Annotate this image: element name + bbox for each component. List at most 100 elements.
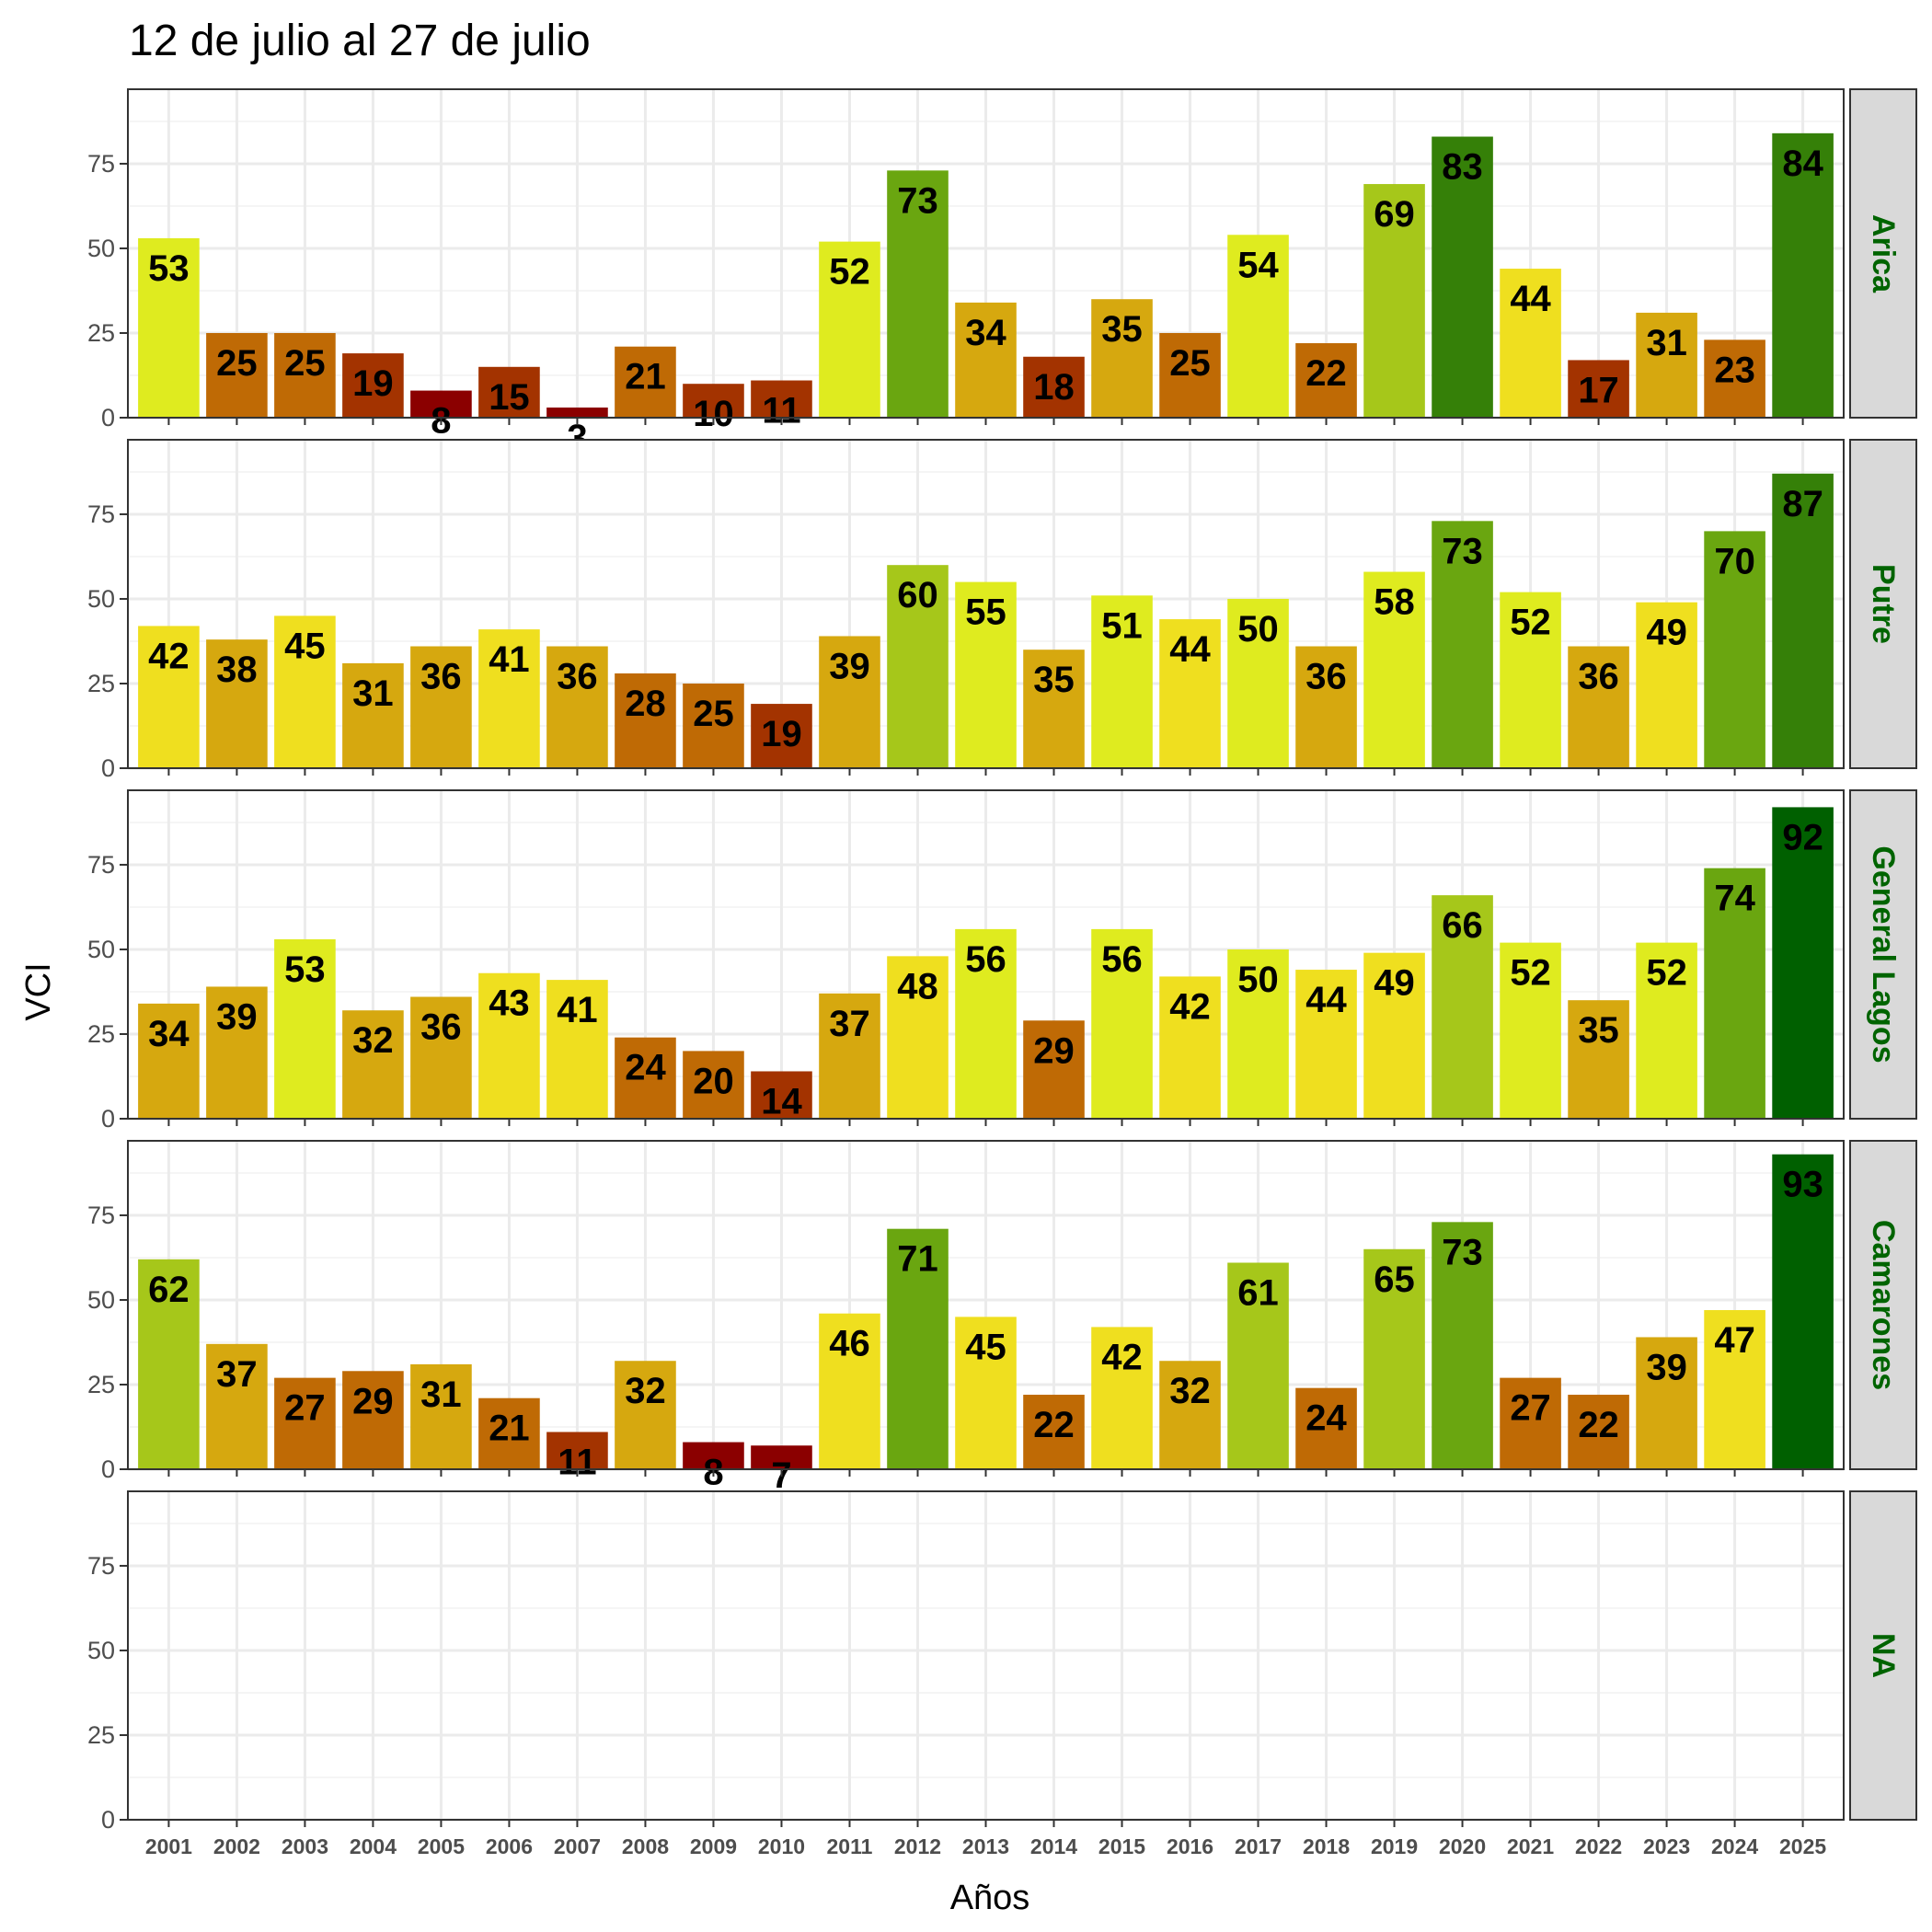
bar-arica-2020: [1432, 136, 1493, 419]
bar-general-lagos-2023: [1636, 942, 1697, 1119]
bar-general-lagos-2015: [1091, 928, 1153, 1119]
x-tick-label: 2014: [1030, 1834, 1077, 1858]
bar-putre-2009: [683, 683, 744, 768]
x-axis-ticks: 2001 2002 2003 2004 2005 2006 2007 2008 2009 2010…: [145, 1834, 1827, 1858]
bar-label: 27: [1510, 1388, 1551, 1429]
bar-putre-2021: [1500, 592, 1561, 768]
bar-general-lagos-2014: [1023, 1020, 1085, 1119]
x-tick-label: 2019: [1371, 1834, 1418, 1858]
x-tick-label: 2021: [1507, 1834, 1554, 1858]
bar-label: 61: [1237, 1272, 1279, 1313]
y-tick-label: 75: [87, 150, 115, 178]
x-tick-label: 2012: [894, 1834, 941, 1858]
bar-label: 43: [489, 983, 530, 1024]
facet-strip-label: Arica: [1866, 214, 1901, 293]
bar-label: 24: [625, 1048, 666, 1088]
x-tick-label: 2003: [282, 1834, 328, 1858]
y-tick-label: 75: [87, 851, 115, 879]
bar-putre-2017: [1227, 598, 1289, 768]
bar-label: 18: [1033, 367, 1075, 408]
bar-general-lagos-2009: [683, 1051, 744, 1119]
bar-label: 50: [1237, 960, 1279, 1000]
bar-label: 39: [216, 996, 258, 1037]
bar-label: 69: [1374, 194, 1415, 235]
bar-putre-2007: [546, 646, 608, 768]
bar-camarones-2013: [955, 1317, 1017, 1469]
bar-label: 42: [1101, 1337, 1143, 1377]
bar-label: 71: [897, 1239, 938, 1280]
x-tick-label: 2025: [1779, 1834, 1826, 1858]
bar-camarones-2025: [1772, 1154, 1834, 1469]
y-tick-label: 25: [87, 1721, 115, 1749]
x-tick-label: 2002: [213, 1834, 260, 1858]
bar-label: 52: [1646, 953, 1687, 994]
bar-label: 52: [1510, 603, 1551, 643]
facet-panel-4: NA 0 25 50 75: [87, 1490, 1917, 1834]
bar-general-lagos-2017: [1227, 949, 1289, 1119]
bar-camarones-2009: [683, 1442, 744, 1469]
x-axis-title: Años: [950, 1879, 1030, 1917]
bar-camarones-2015: [1091, 1327, 1153, 1469]
bar-label: 47: [1714, 1320, 1755, 1361]
bar-arica-2001: [138, 237, 200, 418]
bar-label: 53: [148, 248, 190, 289]
bar-label: 51: [1101, 605, 1143, 646]
bar-label: 54: [1237, 245, 1279, 285]
y-tick-label: 0: [101, 1455, 115, 1483]
bar-putre-2001: [138, 626, 200, 768]
y-tick-label: 0: [101, 404, 115, 431]
bar-arica-2025: [1772, 132, 1834, 418]
bar-putre-2008: [615, 673, 676, 768]
bar-camarones-2021: [1500, 1377, 1561, 1469]
bar-label: 48: [897, 966, 938, 1006]
bar-arica-2015: [1091, 299, 1153, 418]
x-tick-label: 2023: [1643, 1834, 1690, 1858]
y-tick-label: 0: [101, 1105, 115, 1133]
bar-label: 20: [693, 1061, 734, 1101]
bar-label: 25: [216, 343, 258, 384]
bar-arica-2012: [887, 170, 949, 418]
bar-label: 93: [1782, 1165, 1823, 1205]
bar-camarones-2010: [751, 1445, 812, 1469]
bar-label: 15: [489, 377, 530, 418]
bar-general-lagos-2013: [955, 928, 1017, 1119]
bar-putre-2025: [1772, 473, 1834, 768]
bar-label: 36: [1578, 657, 1619, 697]
bar-putre-2022: [1568, 646, 1629, 768]
bar-general-lagos-2007: [546, 980, 608, 1119]
bar-label: 45: [965, 1327, 1006, 1367]
bar-label: 36: [1305, 657, 1347, 697]
bar-label: 19: [352, 363, 394, 404]
y-tick-label: 50: [87, 1286, 115, 1314]
bar-putre-2003: [274, 615, 336, 768]
bar-label: 22: [1578, 1405, 1619, 1445]
bar-camarones-2001: [138, 1259, 200, 1469]
bar-arica-2011: [819, 241, 880, 418]
bar-label: 56: [1101, 939, 1143, 980]
bar-camarones-2014: [1023, 1395, 1085, 1469]
bar-arica-2007: [546, 407, 608, 418]
bar-camarones-2012: [887, 1228, 949, 1469]
bar-camarones-2004: [342, 1371, 404, 1469]
bar-label: 22: [1033, 1405, 1075, 1445]
bar-camarones-2023: [1636, 1337, 1697, 1469]
y-tick-label: 25: [87, 1020, 115, 1048]
bar-arica-2009: [683, 384, 744, 418]
bar-arica-2002: [206, 332, 268, 418]
bar-label: 34: [965, 313, 1006, 353]
bar-label: 55: [965, 592, 1006, 633]
bar-arica-2014: [1023, 356, 1085, 418]
bar-label: 53: [284, 949, 326, 990]
bar-camarones-2020: [1432, 1222, 1493, 1469]
facet-strip: [1849, 789, 1917, 1120]
x-tick-label: 2008: [622, 1834, 669, 1858]
bar-label: 56: [965, 939, 1006, 980]
bar-general-lagos-2019: [1363, 952, 1425, 1119]
bar-label: 92: [1782, 817, 1823, 857]
bar-label: 44: [1305, 980, 1347, 1020]
x-tick-label: 2005: [418, 1834, 465, 1858]
y-tick-label: 25: [87, 319, 115, 347]
bar-label: 44: [1169, 629, 1211, 670]
